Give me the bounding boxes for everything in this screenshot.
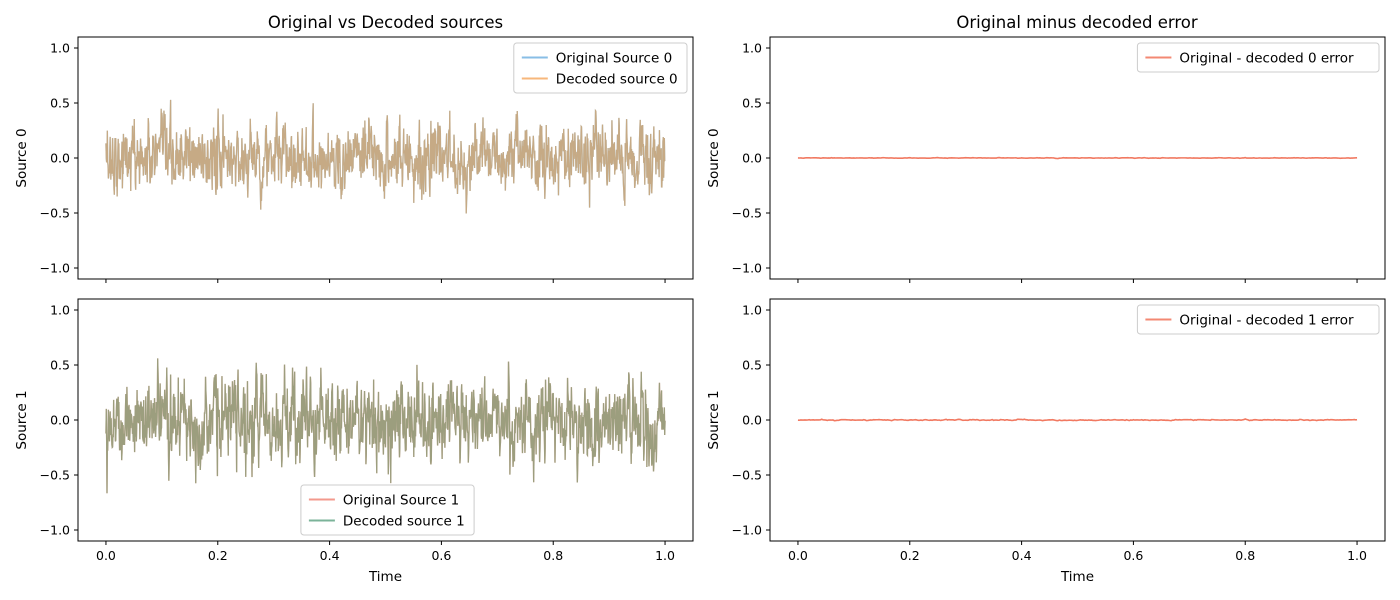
- y-tick-label: −0.5: [40, 468, 70, 483]
- subplot-grid: −1.0 −0.5 0.0 0.5 1.0 Source 0 Original Source…: [14, 36, 1386, 585]
- legend-entry-label: Original - decoded 1 error: [1179, 313, 1354, 329]
- y-tick-label: −0.5: [40, 206, 70, 221]
- series-line-0: [797, 418, 1358, 422]
- legend: Original - decoded 0 error: [1136, 42, 1380, 73]
- legend-entry-label: Original Source 1: [343, 493, 459, 509]
- subplot-3: −1.0 −0.5 0.0 0.5 1.0 0.0 0.2 0.4 0.6 0.8 1.0 Sourc…: [706, 298, 1386, 585]
- legend-box: [300, 484, 475, 536]
- series-group: [797, 418, 1358, 422]
- x-tick-label: 0.0: [788, 548, 808, 563]
- legend-box: [1136, 42, 1380, 73]
- y-tick-label: 0.0: [742, 413, 762, 428]
- legend-entry-label: Original Source 0: [556, 51, 672, 67]
- y-tick-label: 0.5: [50, 96, 70, 111]
- y-axis-label: Source 0: [14, 128, 30, 187]
- y-axis-label: Source 1: [706, 390, 722, 449]
- legend-entry-label: Decoded source 0: [556, 72, 678, 88]
- y-tick-label: 0.0: [50, 151, 70, 166]
- legend-entry-label: Original - decoded 0 error: [1179, 51, 1354, 67]
- y-tick-label: 0.0: [50, 413, 70, 428]
- legend-box: [1136, 304, 1380, 335]
- y-tick-label: −1.0: [732, 261, 762, 276]
- y-axis-label: Source 0: [706, 128, 722, 187]
- series-line-1: [105, 99, 666, 214]
- y-tick-label: 1.0: [50, 41, 70, 56]
- x-tick-label: 0.8: [1235, 548, 1255, 563]
- subplot-0: −1.0 −0.5 0.0 0.5 1.0 Source 0 Original Source…: [14, 36, 694, 283]
- series-line-0: [797, 156, 1358, 160]
- series-group: [105, 358, 666, 494]
- left-column-title: Original vs Decoded sources: [268, 13, 503, 32]
- y-tick-label: 1.0: [742, 303, 762, 318]
- x-tick-label: 0.2: [208, 548, 228, 563]
- y-tick-label: 1.0: [50, 303, 70, 318]
- y-tick-label: 0.5: [742, 96, 762, 111]
- x-axis-label: Time: [368, 569, 402, 585]
- right-column-title: Original minus decoded error: [956, 13, 1198, 32]
- y-tick-label: 0.0: [742, 151, 762, 166]
- series-group: [797, 156, 1358, 160]
- x-tick-label: 0.2: [900, 548, 920, 563]
- x-tick-label: 1.0: [655, 548, 675, 563]
- x-tick-label: 0.8: [543, 548, 563, 563]
- x-axis-label: Time: [1060, 569, 1094, 585]
- series-line-1: [105, 358, 666, 494]
- x-tick-label: 1.0: [1347, 548, 1367, 563]
- x-tick-label: 0.6: [1123, 548, 1143, 563]
- legend: Original Source 0 Decoded source 0: [513, 42, 688, 94]
- y-tick-label: 0.5: [50, 358, 70, 373]
- y-axis-label: Source 1: [14, 390, 30, 449]
- legend: Original - decoded 1 error: [1136, 304, 1380, 335]
- x-tick-label: 0.4: [320, 548, 340, 563]
- y-tick-label: 0.5: [742, 358, 762, 373]
- y-tick-label: −0.5: [732, 468, 762, 483]
- subplot-1: −1.0 −0.5 0.0 0.5 1.0 Source 0 Original - deco…: [706, 36, 1386, 283]
- y-tick-label: −0.5: [732, 206, 762, 221]
- y-tick-label: −1.0: [732, 523, 762, 538]
- subplot-2: −1.0 −0.5 0.0 0.5 1.0 0.0 0.2 0.4 0.6 0.8 1.0 Sourc…: [14, 298, 694, 585]
- y-tick-label: −1.0: [40, 261, 70, 276]
- y-tick-label: −1.0: [40, 523, 70, 538]
- series-group: [105, 99, 666, 214]
- x-tick-label: 0.0: [96, 548, 116, 563]
- x-tick-label: 0.6: [431, 548, 451, 563]
- x-tick-label: 0.4: [1012, 548, 1032, 563]
- legend-entry-label: Decoded source 1: [343, 514, 465, 530]
- legend: Original Source 1 Decoded source 1: [300, 484, 475, 536]
- y-tick-label: 1.0: [742, 41, 762, 56]
- legend-box: [513, 42, 688, 94]
